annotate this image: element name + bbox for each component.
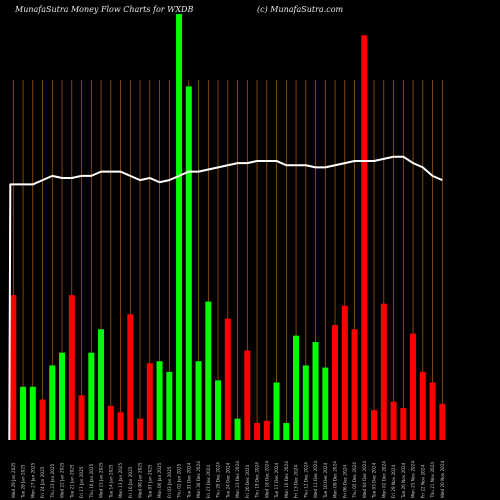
- money-flow-bar: [195, 361, 202, 440]
- money-flow-bar: [137, 418, 144, 440]
- money-flow-bar: [215, 380, 222, 440]
- x-tick-label: Thu 05 Dec 2024: [352, 462, 357, 499]
- x-tick-label: Mon 27 Jan 2025: [30, 462, 35, 498]
- x-tick-label: Wed 15 Jan 2025: [99, 462, 104, 498]
- x-tick-label: Thu 23 Jan 2025: [50, 463, 55, 499]
- money-flow-bar: [419, 371, 426, 440]
- x-tick-label: Mon 30 Dec 2024: [196, 461, 201, 498]
- money-flow-bar: [156, 361, 163, 440]
- money-flow-bar: [205, 301, 212, 440]
- x-tick-label: Fri 24 Jan 2025: [40, 466, 45, 498]
- x-tick-label: Fri 22 Nov 2024: [420, 465, 425, 498]
- x-tick-label: Fri 20 Dec 2024: [245, 465, 250, 498]
- x-tick-label: Thu 19 Dec 2024: [255, 462, 260, 499]
- x-tick-label: Tue 03 Dec 2024: [372, 462, 377, 499]
- money-flow-bar: [117, 412, 124, 440]
- site-credit: (c) MunafaSutra.com: [257, 5, 344, 14]
- money-flow-bar: [127, 314, 134, 440]
- x-tick-label: Thu 16 Jan 2025: [89, 463, 94, 499]
- x-tick-label: Wed 20 Nov 2024: [440, 460, 445, 498]
- money-flow-bar: [380, 303, 387, 440]
- money-flow-bar: [49, 365, 56, 440]
- money-flow-bar: [283, 422, 290, 440]
- money-flow-bar: [322, 367, 329, 440]
- x-tick-label: Tue 26 Nov 2024: [401, 462, 406, 499]
- x-tick-label: Mon 06 Jan 2025: [157, 462, 162, 498]
- money-flow-bar: [312, 342, 319, 440]
- x-tick-label: Tue 21 Jan 2025: [69, 464, 74, 499]
- money-flow-bar: [39, 399, 46, 440]
- money-flow-bar: [302, 365, 309, 440]
- x-tick-label: Fri 13 Dec 2024: [294, 465, 299, 498]
- money-flow-bar: [390, 401, 397, 440]
- money-flow-bar: [361, 35, 368, 441]
- money-flow-bar: [439, 403, 446, 440]
- x-tick-label: Tue 24 Dec 2024: [225, 462, 230, 499]
- money-flow-bar: [263, 420, 270, 440]
- money-flow-bar: [429, 382, 436, 440]
- money-flow-bar: [341, 305, 348, 440]
- x-tick-label: Fri 03 Jan 2025: [167, 466, 172, 498]
- x-tick-label: Tue 07 Jan 2025: [147, 464, 152, 499]
- money-flow-bar: [410, 333, 417, 440]
- money-flow-bar: [185, 86, 192, 441]
- x-tick-label: Mon 02 Dec 2024: [381, 461, 386, 498]
- x-tick-label: Thu 12 Dec 2024: [303, 462, 308, 499]
- x-tick-label: Thu 21 Nov 2024: [430, 462, 435, 499]
- x-tick-label: Tue 14 Jan 2025: [108, 464, 113, 499]
- money-flow-bar: [88, 352, 95, 440]
- x-tick-label: Fri 27 Dec 2024: [206, 465, 211, 498]
- money-flow-bar: [273, 382, 280, 440]
- x-tick-label: Wed 29 Jan 2025: [11, 462, 16, 498]
- money-flow-bar: [400, 408, 407, 440]
- x-tick-label: Mon 16 Dec 2024: [284, 461, 289, 498]
- x-tick-label: Wed 18 Dec 2024: [264, 460, 269, 498]
- x-tick-label: Mon 09 Dec 2024: [333, 461, 338, 498]
- money-flow-bar: [224, 318, 231, 440]
- x-tick-label: Fri 17 Jan 2025: [79, 466, 84, 498]
- x-tick-label: Fri 06 Dec 2024: [342, 465, 347, 498]
- money-flow-bar: [166, 371, 173, 440]
- money-flow-bar: [68, 295, 75, 440]
- money-flow-bar: [244, 350, 251, 440]
- money-flow-line: [8, 155, 443, 441]
- x-tick-label: Tue 10 Dec 2024: [323, 462, 328, 499]
- money-flow-bar: [98, 329, 105, 440]
- x-tick-label: Wed 08 Jan 2025: [138, 462, 143, 498]
- chart-title: MunafaSutra Money Flow Charts for WXDB: [15, 5, 194, 14]
- x-tick-label: Mon 23 Dec 2024: [235, 461, 240, 498]
- x-tick-label: Thu 26 Dec 2024: [216, 462, 221, 499]
- x-tick-label: Fri 10 Jan 2025: [128, 466, 133, 498]
- money-flow-bar: [107, 405, 114, 440]
- x-tick-label: Tue 31 Dec 2024: [186, 462, 191, 499]
- x-tick-label: Wed 22 Jan 2025: [60, 462, 65, 498]
- money-flow-bar: [29, 386, 36, 440]
- x-tick-label: Tue 17 Dec 2024: [274, 462, 279, 499]
- x-tick-label: Thu 02 Jan 2025: [177, 463, 182, 499]
- x-tick-label: Wed 04 Dec 2024: [362, 460, 367, 498]
- money-flow-bar: [332, 324, 339, 440]
- money-flow-bar: [293, 335, 300, 440]
- x-tick-label: Wed 11 Dec 2024: [313, 460, 318, 498]
- money-flow-bar: [10, 295, 17, 440]
- money-flow-bar: [371, 410, 378, 440]
- money-flow-bar: [20, 386, 27, 440]
- money-flow-bar: [254, 422, 261, 440]
- x-tick-label: Mon 13 Jan 2025: [118, 462, 123, 498]
- x-tick-label: Mon 25 Nov 2024: [411, 461, 416, 498]
- x-tick-label: Tue 28 Jan 2025: [21, 464, 26, 499]
- money-flow-bar: [176, 14, 183, 440]
- money-flow-bar: [351, 329, 358, 440]
- money-flow-bar: [146, 363, 153, 440]
- money-flow-bar: [59, 352, 66, 440]
- x-tick-label: Fri 29 Nov 2024: [391, 465, 396, 498]
- money-flow-bar: [78, 395, 85, 440]
- money-flow-bar: [234, 418, 241, 440]
